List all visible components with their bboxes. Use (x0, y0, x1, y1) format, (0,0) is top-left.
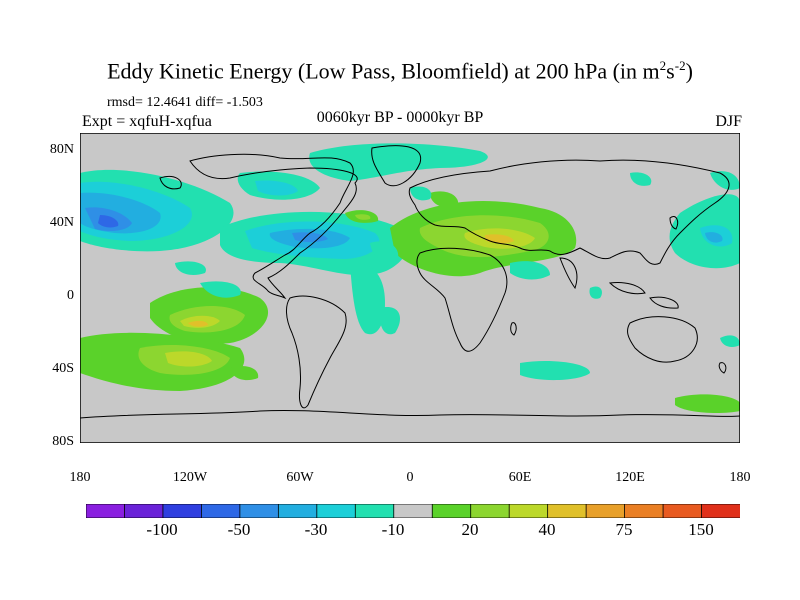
lon-label-180w: 180 (69, 470, 91, 485)
south-pacific-positive-region (80, 281, 269, 391)
title-text: Eddy Kinetic Energy (Low Pass, Bloomfiel… (107, 58, 660, 84)
map-title: Eddy Kinetic Energy (Low Pass, Bloomfiel… (0, 58, 800, 84)
colorbar-swatch (201, 504, 241, 518)
tropical-atlantic-region (350, 262, 400, 335)
lon-label-60w: 60W (286, 470, 314, 485)
lat-label-80s: 80S (52, 434, 74, 449)
arctic-band (237, 143, 488, 200)
lat-label-40n: 40N (49, 215, 74, 230)
colorbar (86, 504, 740, 518)
southern-ocean-patches (520, 286, 740, 413)
colorbar-label-2: -50 (227, 520, 251, 539)
lon-label-0: 0 (406, 470, 414, 485)
lat-label-0: 0 (67, 288, 74, 303)
colorbar-swatch (354, 504, 395, 518)
lat-label-40s: 40S (52, 361, 74, 376)
colorbar-swatch (624, 504, 664, 518)
period-label: 0060kyr BP - 0000kyr BP (316, 109, 484, 126)
colorbar-label-5: 20 (461, 520, 479, 539)
colorbar-swatch (239, 504, 280, 518)
colorbar-swatch (393, 504, 434, 518)
title-mid: s (666, 58, 675, 84)
experiment-label: Expt = xqfuH-xqfua (82, 113, 212, 130)
lon-label-60e: 60E (508, 470, 532, 485)
colorbar-swatch (547, 504, 588, 518)
lat-label-80n: 80N (49, 142, 74, 157)
lon-label-120w: 120W (172, 470, 208, 485)
title-sup-2: -2 (674, 58, 686, 73)
asia-patches (510, 171, 740, 280)
title-sup-1: 2 (659, 58, 667, 73)
colorbar-swatch (431, 504, 472, 518)
colorbar-swatch (470, 504, 511, 518)
colorbar-label-4: -10 (381, 520, 405, 539)
colorbar-swatch (86, 504, 126, 518)
colorbar-swatch (701, 504, 740, 518)
coastlines (80, 145, 740, 419)
lon-label-180e: 180 (729, 470, 751, 485)
title-close: ) (685, 58, 693, 84)
colorbar-swatch (277, 504, 318, 518)
north-atlantic-negative-region (220, 211, 409, 276)
colorbar-swatch (662, 504, 703, 518)
north-pacific-negative-region (80, 169, 234, 252)
colorbar-swatch (585, 504, 626, 518)
season-label: DJF (715, 113, 742, 130)
colorbar-label-3: -30 (304, 520, 328, 539)
colorbar-label-8: 150 (688, 520, 714, 539)
colorbar-swatch (162, 504, 203, 518)
pacific-patches (175, 210, 379, 275)
colorbar-label-7: 75 (615, 520, 633, 539)
colorbar-label-1: -100 (146, 520, 178, 539)
map-plot (80, 133, 740, 443)
colorbar-swatch (508, 504, 549, 518)
colorbar-swatch (316, 504, 357, 518)
colorbar-label-6: 40 (538, 520, 556, 539)
colorbar-swatch (124, 504, 164, 518)
lon-label-120e: 120E (615, 470, 645, 485)
stats-text: rmsd= 12.4641 diff= -1.503 (107, 95, 263, 110)
